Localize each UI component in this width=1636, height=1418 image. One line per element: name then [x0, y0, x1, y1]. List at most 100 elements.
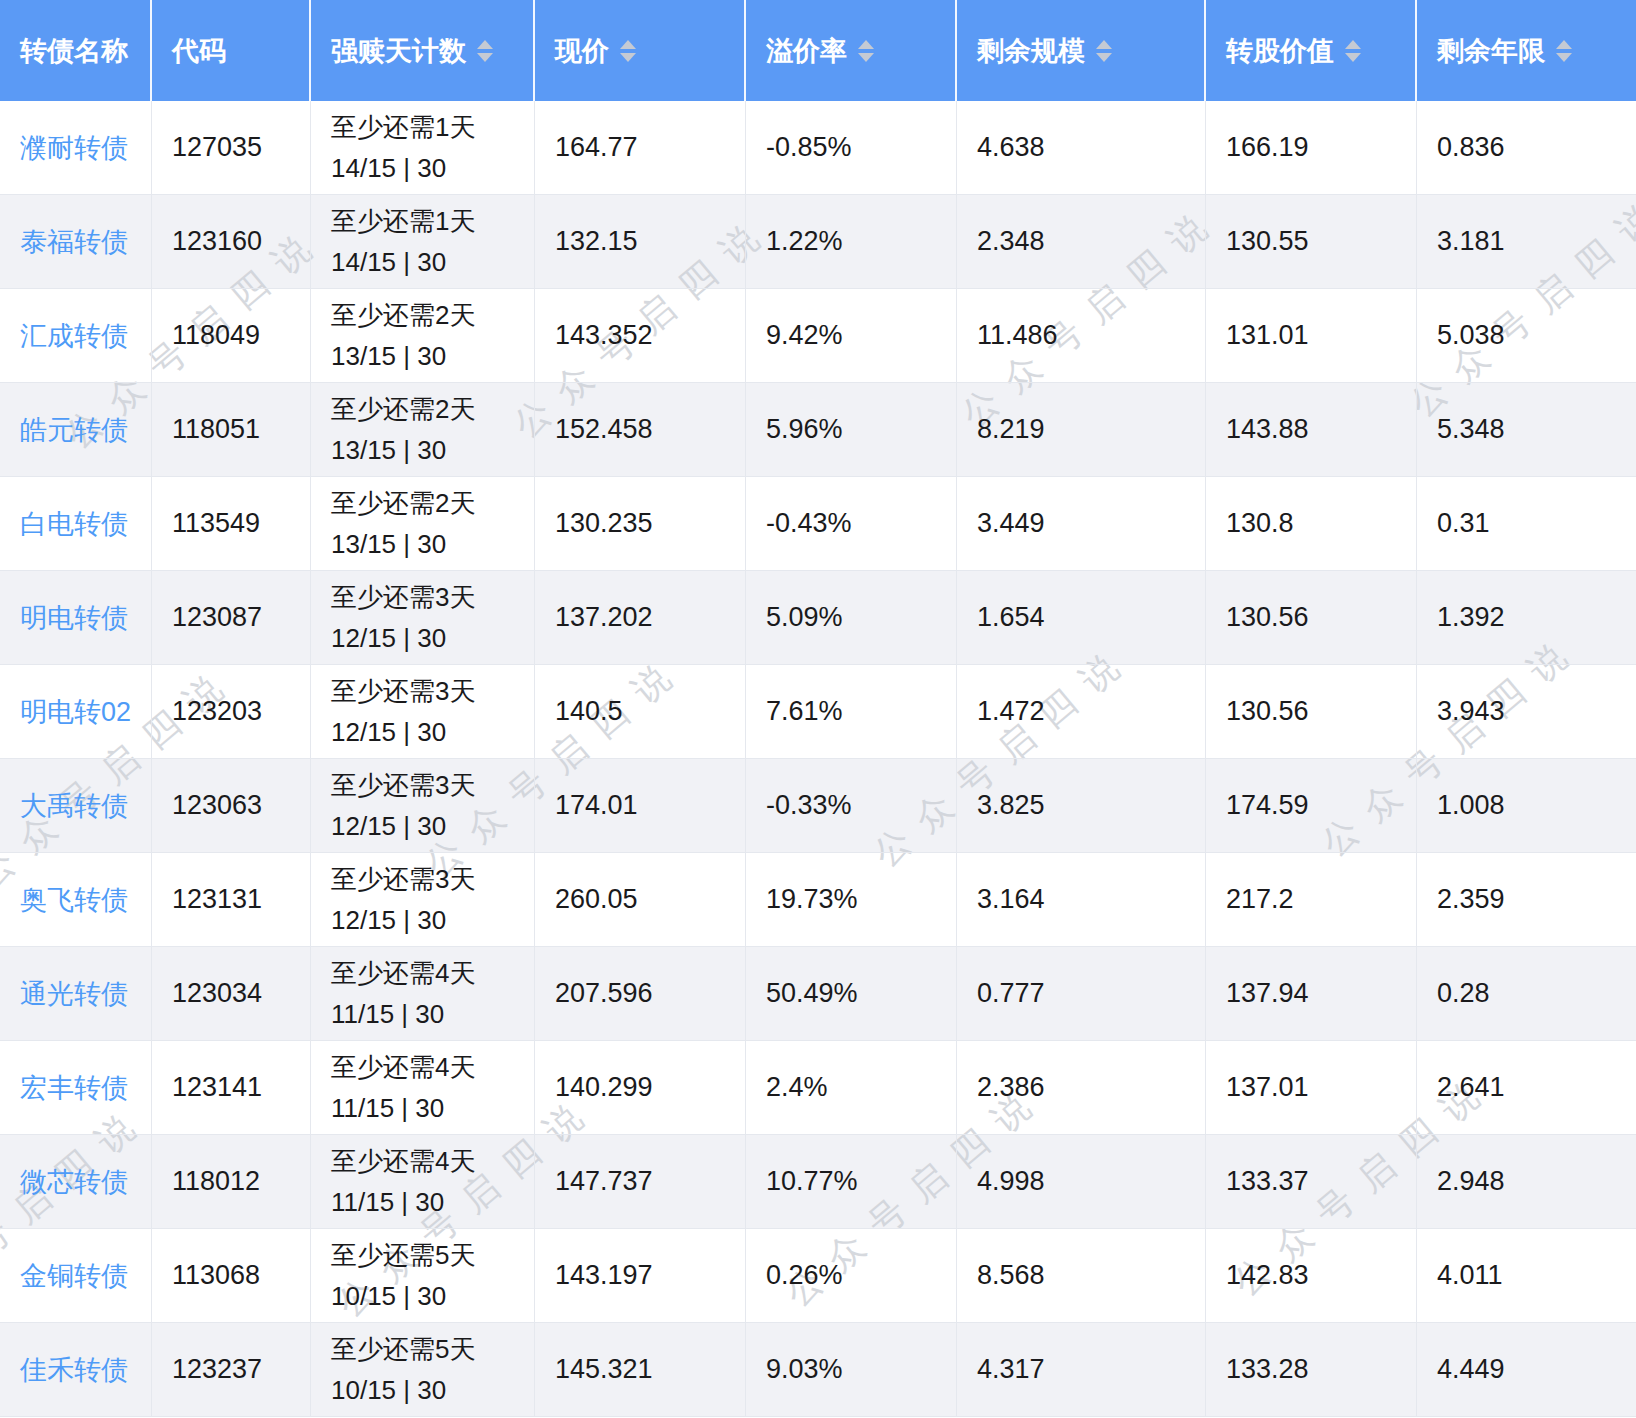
redeem-days-text: 至少还需1天	[331, 107, 534, 148]
cell-remaining-years: 1.392	[1417, 571, 1636, 665]
cell-redeem-count: 至少还需4天11/15 | 30	[311, 1135, 535, 1229]
column-header-label: 代码	[172, 33, 226, 69]
column-header-years[interactable]: 剩余年限	[1417, 0, 1636, 101]
cell-code: 123237	[152, 1323, 311, 1417]
redeem-days-text: 至少还需4天	[331, 1047, 534, 1088]
bond-name-link[interactable]: 大禹转债	[20, 788, 151, 824]
table-row: 微芯转债118012至少还需4天11/15 | 30147.73710.77%4…	[0, 1135, 1636, 1229]
redeem-progress-text: 13/15 | 30	[331, 336, 534, 377]
cell-price: 164.77	[535, 101, 746, 195]
cell-remaining-size: 8.568	[957, 1229, 1206, 1323]
cell-bond-name: 金铜转债	[0, 1229, 152, 1323]
cell-code: 123160	[152, 195, 311, 289]
cell-conversion-value: 131.01	[1206, 289, 1417, 383]
table-row: 明电转02123203至少还需3天12/15 | 30140.57.61%1.4…	[0, 665, 1636, 759]
bond-name-link[interactable]: 佳禾转债	[20, 1352, 151, 1388]
bond-name-link[interactable]: 宏丰转债	[20, 1070, 151, 1106]
cell-remaining-years: 2.948	[1417, 1135, 1636, 1229]
redeem-days-text: 至少还需2天	[331, 483, 534, 524]
column-header-premium[interactable]: 溢价率	[746, 0, 957, 101]
cell-bond-name: 泰福转债	[0, 195, 152, 289]
sort-icon	[1096, 40, 1112, 62]
cell-bond-name: 大禹转债	[0, 759, 152, 853]
bond-name-link[interactable]: 皓元转债	[20, 412, 151, 448]
cell-conversion-value: 174.59	[1206, 759, 1417, 853]
cell-redeem-count: 至少还需3天12/15 | 30	[311, 759, 535, 853]
cell-remaining-size: 8.219	[957, 383, 1206, 477]
column-header-conv_value[interactable]: 转股价值	[1206, 0, 1417, 101]
cell-bond-name: 奥飞转债	[0, 853, 152, 947]
cell-remaining-years: 4.011	[1417, 1229, 1636, 1323]
redeem-progress-text: 11/15 | 30	[331, 1088, 534, 1129]
redeem-progress-text: 10/15 | 30	[331, 1276, 534, 1317]
sort-up-triangle	[1096, 40, 1112, 49]
sort-up-triangle	[1556, 40, 1572, 49]
table-row: 汇成转债118049至少还需2天13/15 | 30143.3529.42%11…	[0, 289, 1636, 383]
cell-conversion-value: 133.28	[1206, 1323, 1417, 1417]
sort-icon	[1345, 40, 1361, 62]
cell-premium-rate: 50.49%	[746, 947, 957, 1041]
column-header-label: 剩余规模	[977, 33, 1085, 69]
cell-conversion-value: 142.83	[1206, 1229, 1417, 1323]
redeem-days-text: 至少还需2天	[331, 295, 534, 336]
cell-remaining-size: 3.164	[957, 853, 1206, 947]
bond-name-link[interactable]: 微芯转债	[20, 1164, 151, 1200]
cell-price: 260.05	[535, 853, 746, 947]
bond-name-link[interactable]: 金铜转债	[20, 1258, 151, 1294]
cell-premium-rate: 5.09%	[746, 571, 957, 665]
bond-name-link[interactable]: 奥飞转债	[20, 882, 151, 918]
cell-remaining-years: 2.641	[1417, 1041, 1636, 1135]
redeem-days-text: 至少还需5天	[331, 1329, 534, 1370]
cell-remaining-size: 4.638	[957, 101, 1206, 195]
cell-price: 140.299	[535, 1041, 746, 1135]
cell-price: 152.458	[535, 383, 746, 477]
redeem-progress-text: 13/15 | 30	[331, 430, 534, 471]
cell-remaining-years: 0.31	[1417, 477, 1636, 571]
sort-down-triangle	[858, 53, 874, 62]
cell-bond-name: 明电转债	[0, 571, 152, 665]
redeem-progress-text: 12/15 | 30	[331, 618, 534, 659]
bond-name-link[interactable]: 白电转债	[20, 506, 151, 542]
column-header-label: 溢价率	[766, 33, 847, 69]
column-header-label: 转股价值	[1226, 33, 1334, 69]
cell-code: 118049	[152, 289, 311, 383]
redeem-progress-text: 11/15 | 30	[331, 994, 534, 1035]
table-row: 白电转债113549至少还需2天13/15 | 30130.235-0.43%3…	[0, 477, 1636, 571]
bond-name-link[interactable]: 明电转债	[20, 600, 151, 636]
cell-remaining-size: 1.654	[957, 571, 1206, 665]
cell-redeem-count: 至少还需4天11/15 | 30	[311, 1041, 535, 1135]
cell-remaining-size: 2.386	[957, 1041, 1206, 1135]
bond-name-link[interactable]: 通光转债	[20, 976, 151, 1012]
cell-conversion-value: 217.2	[1206, 853, 1417, 947]
cell-conversion-value: 130.8	[1206, 477, 1417, 571]
cell-code: 127035	[152, 101, 311, 195]
cell-code: 123034	[152, 947, 311, 1041]
sort-down-triangle	[1096, 53, 1112, 62]
column-header-label: 现价	[555, 33, 609, 69]
redeem-days-text: 至少还需3天	[331, 577, 534, 618]
cell-premium-rate: 7.61%	[746, 665, 957, 759]
cell-bond-name: 白电转债	[0, 477, 152, 571]
cell-redeem-count: 至少还需2天13/15 | 30	[311, 289, 535, 383]
cell-conversion-value: 130.55	[1206, 195, 1417, 289]
table-row: 濮耐转债127035至少还需1天14/15 | 30164.77-0.85%4.…	[0, 101, 1636, 195]
cell-redeem-count: 至少还需1天14/15 | 30	[311, 101, 535, 195]
sort-up-triangle	[477, 40, 493, 49]
redeem-progress-text: 13/15 | 30	[331, 524, 534, 565]
cell-price: 137.202	[535, 571, 746, 665]
sort-icon	[1556, 40, 1572, 62]
redeem-progress-text: 11/15 | 30	[331, 1182, 534, 1223]
bond-name-link[interactable]: 泰福转债	[20, 224, 151, 260]
column-header-size[interactable]: 剩余规模	[957, 0, 1206, 101]
redeem-days-text: 至少还需3天	[331, 765, 534, 806]
cell-bond-name: 皓元转债	[0, 383, 152, 477]
redeem-progress-text: 12/15 | 30	[331, 712, 534, 753]
column-header-redeem[interactable]: 强赎天计数	[311, 0, 535, 101]
bond-name-link[interactable]: 濮耐转债	[20, 130, 151, 166]
cell-price: 174.01	[535, 759, 746, 853]
bond-name-link[interactable]: 明电转02	[20, 694, 151, 730]
convertible-bond-table: 转债名称代码强赎天计数现价溢价率剩余规模转股价值剩余年限 濮耐转债127035至…	[0, 0, 1636, 1417]
cell-remaining-size: 1.472	[957, 665, 1206, 759]
column-header-price[interactable]: 现价	[535, 0, 746, 101]
bond-name-link[interactable]: 汇成转债	[20, 318, 151, 354]
